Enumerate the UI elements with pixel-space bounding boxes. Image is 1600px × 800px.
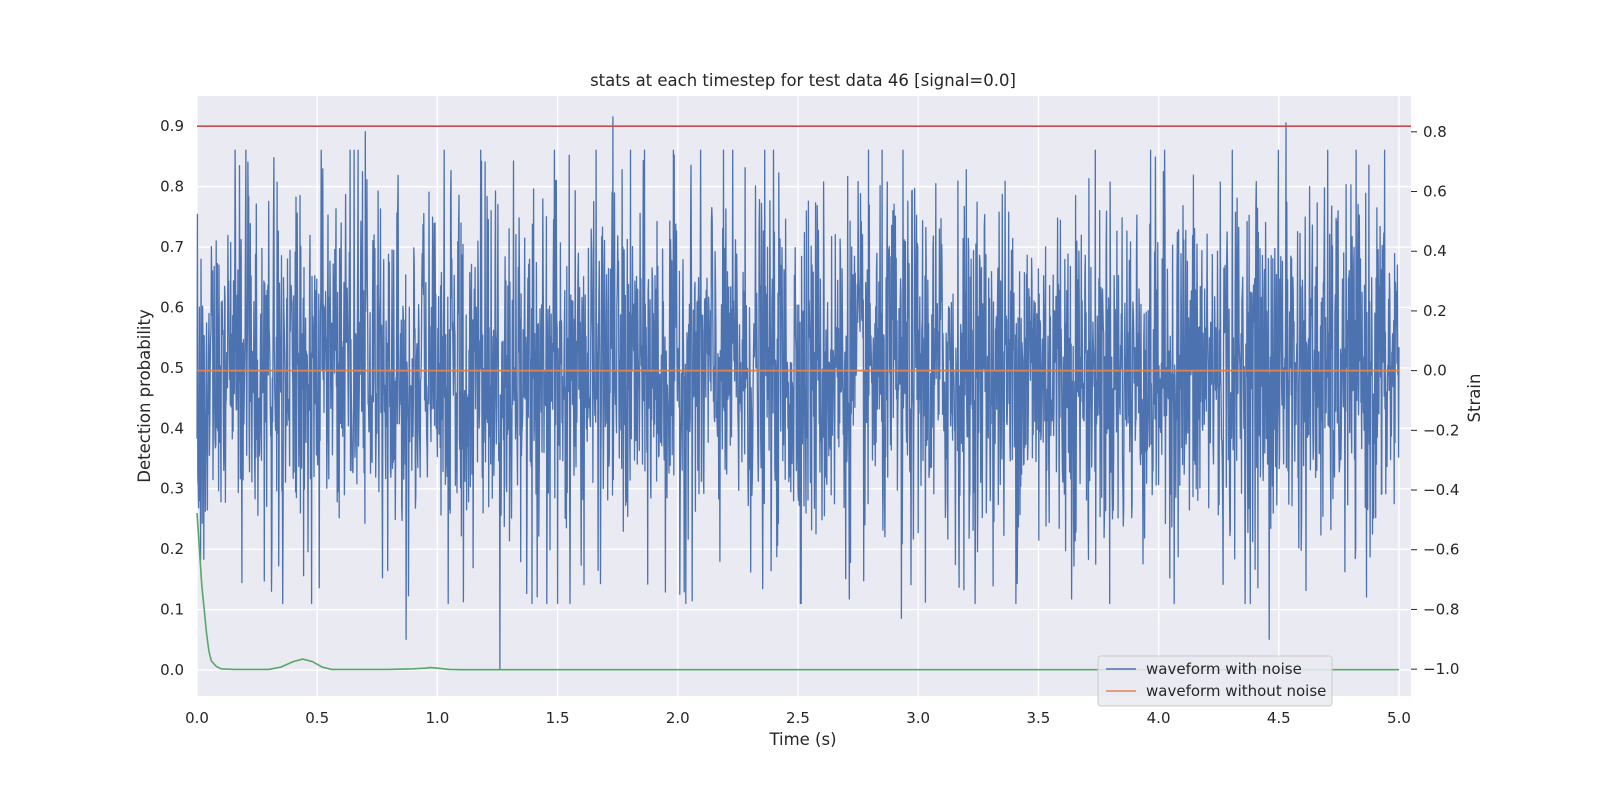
y-right-tick-label: 0.2 [1423,302,1447,320]
waveform-with-noise-path [196,116,1400,670]
x-tick-label: 5.0 [1387,709,1411,727]
legend-box [1097,655,1333,707]
y-right-axis-label: Strain [1465,374,1484,423]
x-tick-label: 1.5 [546,709,570,727]
y-left-tick-label: 0.2 [160,540,184,558]
y-right-tick-label: 0.0 [1423,362,1447,380]
x-axis-label: Time (s) [768,730,836,749]
detection-probability-line [196,512,1399,671]
x-tick-label: 4.5 [1267,709,1291,727]
y-left-tick-label: 0.3 [160,480,184,498]
y-right-tick-label: −0.2 [1423,421,1459,439]
detection-probability-path [196,512,1399,671]
y-left-tick-label: 0.4 [160,419,184,437]
x-tick-label: 0.5 [305,709,329,727]
waveform-with-noise-line [196,116,1400,670]
x-tick-label: 2.0 [666,709,690,727]
y-right-tick-label: −0.4 [1423,481,1459,499]
y-left-tick-label: 0.7 [160,238,184,256]
y-right-axis-ticks: −1.0 −0.8 −0.6 −0.4 −0.2 0.0 0.2 0.4 0.6 0.8 [1411,123,1459,678]
legend-label-noise: waveform with noise [1146,660,1302,678]
y-right-tick-label: −1.0 [1423,660,1459,678]
y-left-tick-label: 0.0 [160,661,184,679]
y-left-tick-label: 0.5 [160,359,184,377]
y-right-tick-label: 0.8 [1423,123,1447,141]
x-axis-ticks: 0.0 0.5 1.0 1.5 2.0 2.5 3.0 3.5 4.0 4.5 5.0 [185,709,1411,727]
x-tick-label: 1.0 [425,709,449,727]
x-tick-label: 2.5 [786,709,810,727]
y-left-axis-label: Detection probability [135,309,154,483]
x-tick-label: 0.0 [185,709,209,727]
y-left-tick-label: 0.9 [160,117,184,135]
legend-label-clean: waveform without noise [1146,682,1326,700]
chart-title: stats at each timestep for test data 46 … [590,71,1016,90]
y-right-tick-label: −0.8 [1423,600,1459,618]
y-left-tick-label: 0.6 [160,298,184,316]
y-right-tick-label: 0.4 [1423,242,1447,260]
y-right-tick-label: −0.6 [1423,541,1459,559]
x-tick-label: 4.0 [1147,709,1171,727]
legend: waveform with noise waveform without noi… [1097,655,1333,707]
x-tick-label: 3.5 [1026,709,1050,727]
y-left-tick-label: 0.1 [160,601,184,619]
x-tick-label: 3.0 [906,709,930,727]
y-right-tick-label: 0.6 [1423,183,1447,201]
y-left-axis-ticks: 0.0 0.1 0.2 0.3 0.4 0.5 0.6 0.7 0.8 0.9 [160,117,184,679]
y-left-tick-label: 0.8 [160,178,184,196]
